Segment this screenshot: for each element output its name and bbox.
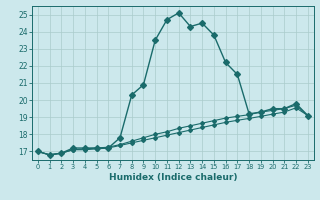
X-axis label: Humidex (Indice chaleur): Humidex (Indice chaleur) — [108, 173, 237, 182]
